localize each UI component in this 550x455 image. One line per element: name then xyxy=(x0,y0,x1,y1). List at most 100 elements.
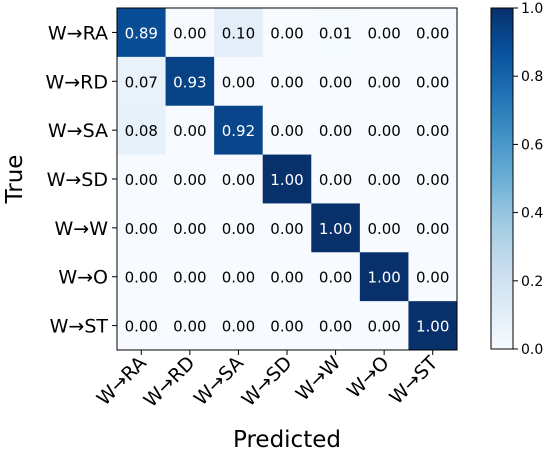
cell-value-label: 0.00 xyxy=(222,318,255,336)
heatmap-cell xyxy=(262,105,312,156)
cell-value-label: 0.00 xyxy=(125,269,158,287)
heatmap-cell xyxy=(262,154,312,204)
heatmap-cell xyxy=(214,203,264,253)
cell-value-label: 0.00 xyxy=(125,171,158,189)
heatmap-cell xyxy=(117,301,167,351)
y-tick-label: W→RD xyxy=(45,71,108,93)
cell-value-label: 0.93 xyxy=(173,73,206,91)
cell-value-label: 1.00 xyxy=(319,220,352,238)
colorbar: 0.0 0.2 0.4 0.6 0.8 1.0 xyxy=(490,1,543,358)
cell-value-label: 0.00 xyxy=(416,73,449,91)
colorbar-ticks: 0.0 0.2 0.4 0.6 0.8 1.0 xyxy=(513,1,543,358)
heatmap-cell xyxy=(165,154,215,204)
cell-value-label: 0.00 xyxy=(367,73,400,91)
heatmap-cell xyxy=(117,252,167,302)
cell-value-label: 0.00 xyxy=(173,24,206,42)
heatmap-cell xyxy=(117,105,167,156)
heatmap-cell xyxy=(408,301,458,351)
cell-value-label: 0.00 xyxy=(173,220,206,238)
cell-value-label: 0.00 xyxy=(367,24,400,42)
cell-value-label: 0.00 xyxy=(173,171,206,189)
heatmap-cell xyxy=(408,105,458,156)
colorbar-tick-label: 0.0 xyxy=(521,342,543,358)
heatmap-cell xyxy=(214,252,264,302)
colorbar-tick-label: 0.6 xyxy=(521,137,543,153)
y-axis-ticks: W→RA W→RD W→SA W→SD W→W W→O W→ST xyxy=(45,22,117,338)
heatmap-cell xyxy=(311,105,361,156)
cell-value-label: 0.00 xyxy=(319,73,352,91)
cell-value-label: 0.00 xyxy=(222,269,255,287)
colorbar-tick-label: 0.8 xyxy=(521,69,543,85)
heatmap-cell xyxy=(165,301,215,351)
heatmap-cell xyxy=(262,301,312,351)
heatmap-cell xyxy=(408,252,458,302)
heatmap-cell xyxy=(408,56,458,107)
cell-value-label: 0.00 xyxy=(270,269,303,287)
cell-value-label: 0.00 xyxy=(416,122,449,140)
cell-value-label: 0.07 xyxy=(125,73,158,91)
x-axis-label: Predicted xyxy=(233,427,341,453)
cell-value-label: 0.00 xyxy=(367,318,400,336)
cell-value-label: 0.00 xyxy=(270,122,303,140)
heatmap-cell xyxy=(359,105,409,156)
x-axis-ticks: W→RAW→RDW→SAW→SDW→WW→OW→ST xyxy=(93,350,443,412)
heatmap-cell xyxy=(214,56,264,107)
cell-value-label: 0.89 xyxy=(125,24,158,42)
heatmap-cell xyxy=(262,8,312,58)
heatmap-cell xyxy=(311,154,361,204)
colorbar-tick-label: 0.2 xyxy=(521,274,543,290)
cell-value-label: 0.00 xyxy=(125,220,158,238)
heatmap-cell xyxy=(311,56,361,107)
heatmap-cell xyxy=(408,154,458,204)
cell-value-label: 1.00 xyxy=(367,269,400,287)
cell-value-label: 0.00 xyxy=(222,73,255,91)
cell-value-label: 0.92 xyxy=(222,122,255,140)
heatmap-cell xyxy=(262,56,312,107)
heatmap-cells xyxy=(117,8,458,351)
cell-value-label: 0.00 xyxy=(319,269,352,287)
cell-value-label: 0.00 xyxy=(125,318,158,336)
cell-value-label: 0.00 xyxy=(270,24,303,42)
cell-value-label: 0.00 xyxy=(319,318,352,336)
y-axis-label: True xyxy=(2,155,28,205)
heatmap-cell xyxy=(408,8,458,58)
x-tick-label: W→RA xyxy=(93,352,151,410)
cell-value-label: 0.00 xyxy=(270,318,303,336)
heatmap-cell xyxy=(359,301,409,351)
x-tick-label: W→W xyxy=(292,352,346,406)
cell-value-label: 0.00 xyxy=(416,269,449,287)
heatmap-cell xyxy=(359,252,409,302)
heatmap-cell xyxy=(214,301,264,351)
cell-value-label: 0.00 xyxy=(416,220,449,238)
x-tick-label: W→SA xyxy=(190,352,248,410)
heatmap-cell xyxy=(117,56,167,107)
cell-value-label: 0.00 xyxy=(367,122,400,140)
cell-value-label: 0.00 xyxy=(270,73,303,91)
heatmap-cell xyxy=(311,301,361,351)
cell-value-label: 0.00 xyxy=(367,220,400,238)
x-tick-label: W→RD xyxy=(140,352,200,412)
y-tick-label: W→O xyxy=(58,267,108,289)
heatmap-cell xyxy=(214,8,264,58)
cell-value-label: 0.00 xyxy=(173,122,206,140)
cell-value-label: 0.01 xyxy=(319,24,352,42)
cell-value-label: 0.00 xyxy=(319,171,352,189)
cell-value-label: 0.00 xyxy=(367,171,400,189)
heatmap-cell xyxy=(117,154,167,204)
heatmap-cell xyxy=(359,154,409,204)
heatmap-cell xyxy=(165,56,215,107)
heatmap-cell xyxy=(165,252,215,302)
cell-value-label: 0.08 xyxy=(125,122,158,140)
cell-value-label: 0.00 xyxy=(222,220,255,238)
cell-value-label: 0.00 xyxy=(270,220,303,238)
heatmap-cell xyxy=(311,203,361,253)
x-tick-label: W→SD xyxy=(238,352,297,411)
heatmap-cell xyxy=(165,105,215,156)
y-tick-label: W→W xyxy=(55,218,109,240)
heatmap-cell xyxy=(165,8,215,58)
heatmap-cell xyxy=(262,203,312,253)
cell-value-label: 0.00 xyxy=(222,171,255,189)
colorbar-gradient xyxy=(490,7,514,350)
heatmap-cell xyxy=(117,203,167,253)
